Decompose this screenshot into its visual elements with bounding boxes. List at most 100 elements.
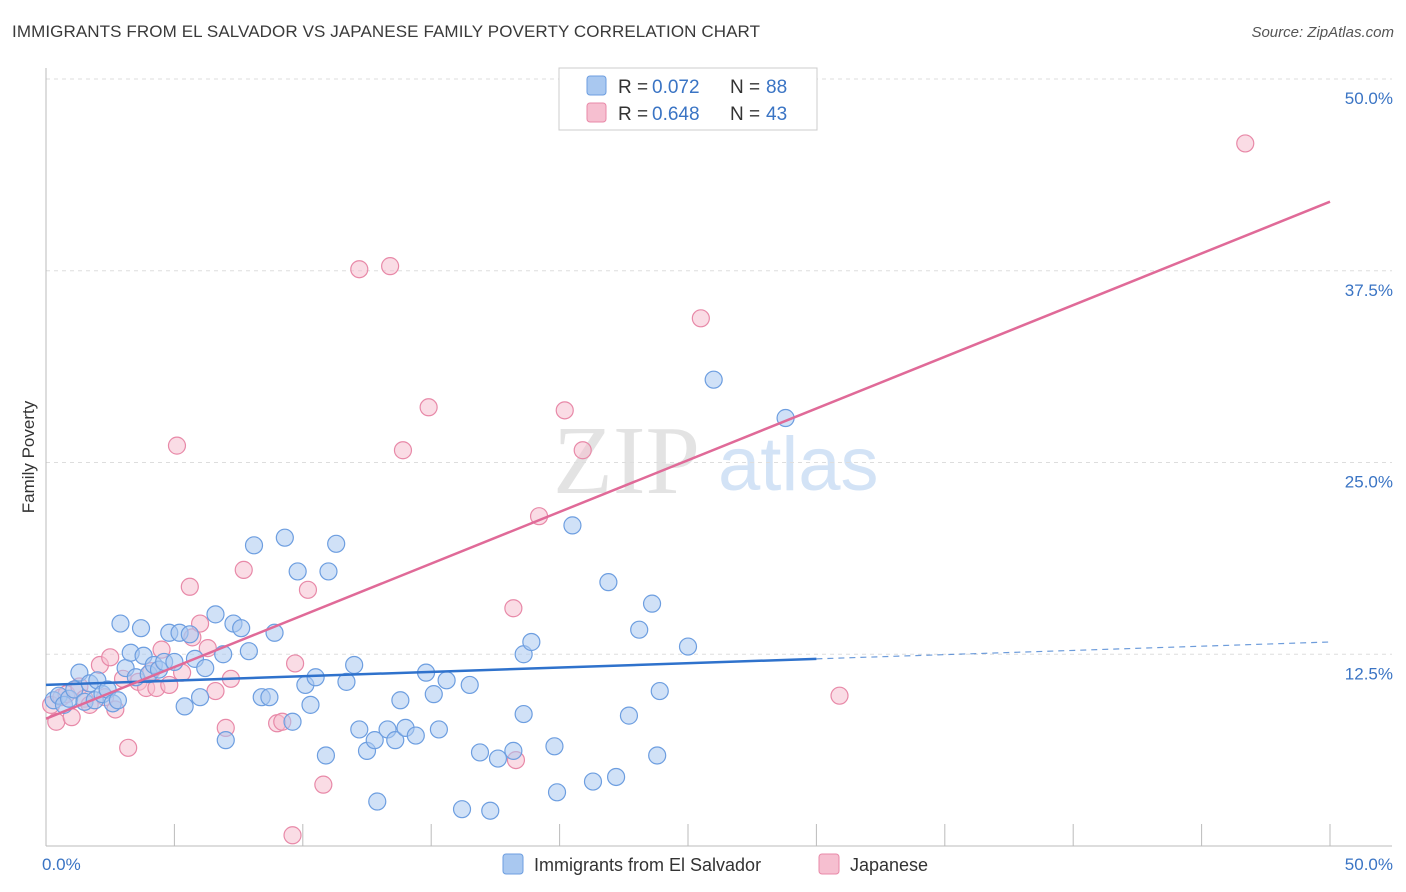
series-legend: Immigrants from El Salvador Japanese (502, 853, 928, 875)
japanese-point-39 (393, 441, 413, 460)
el-salvador-point-44 (288, 562, 307, 581)
el-salvador-point-46 (301, 695, 320, 714)
el-salvador-point-71 (504, 741, 523, 760)
gridlines (46, 78, 1392, 655)
japanese-point-13 (119, 738, 138, 757)
bottom-legend-label-el-salvador: Immigrants from El Salvador (534, 855, 761, 875)
japanese-point-29 (234, 560, 253, 579)
japanese-point-32 (283, 826, 302, 845)
japanese-point-47 (1236, 134, 1255, 153)
el-salvador-trend-line (45, 657, 817, 687)
el-salvador-point-48 (316, 746, 336, 765)
legend-r-label-1: R = (618, 77, 648, 98)
y-tick-label-3: 50.0% (1345, 89, 1393, 108)
el-salvador-point-66 (452, 800, 472, 819)
watermark-zip: ZIP (553, 407, 700, 515)
japanese-point-34 (298, 580, 318, 599)
y-axis-label: Family Poverty (19, 400, 38, 513)
el-salvador-point-72 (514, 704, 533, 724)
el-salvador-point-50 (327, 534, 346, 553)
el-salvador-point-83 (642, 594, 662, 613)
japanese-point-44 (573, 441, 592, 460)
stats-legend: R = 0.072 N = 88 R = 0.648 N = 43 (558, 67, 818, 131)
japanese-point-41 (504, 599, 523, 618)
japanese-point-20 (167, 436, 187, 455)
y-tick-label-0: 12.5% (1345, 664, 1393, 683)
el-salvador-point-63 (424, 685, 443, 704)
el-salvador-point-28 (180, 625, 199, 644)
legend-r-value-1: 0.072 (652, 77, 700, 98)
el-salvador-point-55 (368, 792, 387, 811)
el-salvador-point-43 (283, 712, 302, 731)
el-salvador-point-42 (275, 528, 294, 547)
el-salvador-point-58 (386, 731, 405, 750)
el-salvador-point-68 (470, 743, 490, 762)
y-tick-label-1: 25.0% (1345, 473, 1393, 492)
el-salvador-point-34 (216, 731, 235, 750)
japanese-point-33 (285, 654, 305, 673)
legend-n-value-1: 88 (766, 77, 787, 98)
japanese-trend-line (45, 200, 1331, 720)
el-salvador-point-69 (481, 801, 500, 820)
el-salvador-point-79 (599, 573, 618, 592)
el-salvador-point-88 (678, 637, 698, 656)
y-tick-label-2: 37.5% (1345, 281, 1393, 300)
el-salvador-points (44, 370, 795, 820)
el-salvador-point-70 (488, 749, 508, 768)
japanese-point-10 (101, 648, 120, 667)
el-salvador-point-56 (365, 731, 384, 750)
japanese-point-36 (350, 260, 369, 279)
el-salvador-point-38 (244, 536, 264, 555)
el-salvador-point-81 (619, 706, 639, 725)
bottom-legend-swatch-blue (502, 853, 524, 875)
japanese-point-26 (206, 681, 225, 701)
axes (45, 68, 1392, 847)
el-salvador-point-40 (260, 688, 279, 707)
el-salvador-point-36 (232, 619, 251, 638)
x-tick-labels: 0.0% 50.0% (42, 855, 1393, 874)
el-salvador-point-30 (190, 688, 210, 707)
el-salvador-point-32 (206, 605, 225, 624)
el-salvador-point-77 (563, 516, 582, 535)
x-tick-label-0: 0.0% (42, 855, 81, 874)
el-salvador-point-86 (704, 370, 723, 389)
el-salvador-point-75 (545, 737, 564, 756)
el-salvador-point-51 (337, 672, 356, 691)
el-salvador-point-85 (648, 746, 667, 765)
el-salvador-point-52 (345, 655, 364, 675)
legend-n-value-2: 43 (766, 104, 787, 125)
el-salvador-point-84 (650, 681, 669, 701)
japanese-point-43 (555, 401, 574, 420)
el-salvador-point-76 (547, 783, 567, 802)
legend-n-label-1: N = (730, 77, 760, 98)
legend-r-value-2: 0.648 (652, 104, 700, 125)
el-salvador-point-78 (583, 772, 603, 791)
el-salvador-point-47 (306, 668, 325, 687)
bottom-legend-label-japanese: Japanese (850, 855, 928, 875)
el-salvador-point-61 (406, 726, 425, 745)
el-salvador-point-13 (108, 691, 128, 710)
legend-swatch-pink (586, 102, 607, 123)
chart-title: IMMIGRANTS FROM EL SALVADOR VS JAPANESE … (12, 22, 761, 41)
el-salvador-trend-extension (816, 641, 1331, 660)
japanese-point-35 (314, 775, 333, 794)
japanese-point-22 (180, 577, 199, 596)
el-salvador-point-65 (437, 671, 456, 690)
legend-swatch-blue (586, 75, 607, 96)
bottom-legend-swatch-pink (818, 853, 840, 875)
el-salvador-point-27 (175, 697, 194, 716)
japanese-point-46 (830, 686, 849, 705)
el-salvador-point-59 (391, 691, 410, 710)
japanese-point-19 (160, 675, 179, 695)
el-salvador-point-80 (606, 767, 626, 787)
el-salvador-point-82 (630, 620, 649, 639)
el-salvador-point-64 (429, 720, 449, 739)
watermark-atlas: atlas (718, 422, 879, 507)
el-salvador-point-49 (319, 562, 338, 581)
el-salvador-point-31 (196, 658, 215, 678)
legend-n-label-2: N = (730, 104, 760, 125)
legend-r-label-2: R = (618, 104, 648, 125)
el-salvador-point-18 (131, 619, 151, 638)
el-salvador-point-14 (111, 614, 130, 633)
